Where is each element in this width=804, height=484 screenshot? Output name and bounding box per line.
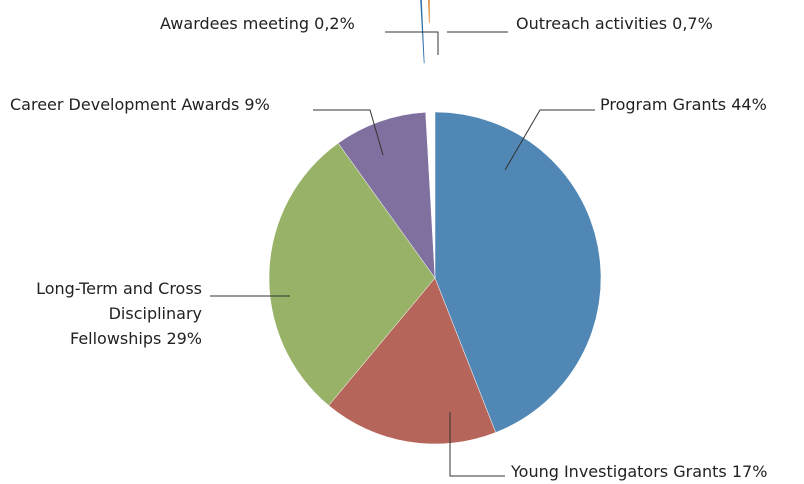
- value-label: 17%: [731, 462, 768, 481]
- pie-slice: [427, 0, 430, 24]
- slice-label: Outreach activities 0,7%: [516, 11, 713, 36]
- value-label: 0,2%: [314, 14, 355, 33]
- value-label: 0,7%: [672, 14, 713, 33]
- slice-label: Awardees meeting 0,2%: [160, 11, 355, 36]
- category-name: Career Development Awards: [10, 95, 240, 114]
- value-label: 29%: [166, 329, 202, 348]
- leader-line: [504, 109, 595, 171]
- leader-line: [313, 109, 384, 156]
- slice-label: Young Investigators Grants 17%: [511, 459, 767, 484]
- leader-line: [385, 31, 439, 55]
- category-name: Young Investigators Grants: [511, 462, 727, 481]
- category-name: Outreach activities: [516, 14, 668, 33]
- value-label: 44%: [731, 95, 767, 114]
- leader-line: [449, 412, 505, 477]
- category-name: Long-Term and Cross Disciplinary Fellows…: [36, 279, 202, 348]
- slice-label: Career Development Awards 9%: [10, 92, 270, 117]
- pie-slice: [268, 142, 436, 406]
- pie-slice: [328, 277, 497, 445]
- pie-slice: [434, 111, 602, 433]
- value-label: 9%: [244, 95, 270, 114]
- pie-slice: [337, 112, 436, 279]
- category-name: Awardees meeting: [160, 14, 310, 33]
- slice-label: Long-Term and Cross Disciplinary Fellows…: [27, 276, 202, 351]
- category-name: Program Grants: [600, 95, 727, 114]
- slice-label: Program Grants 44%: [600, 92, 767, 117]
